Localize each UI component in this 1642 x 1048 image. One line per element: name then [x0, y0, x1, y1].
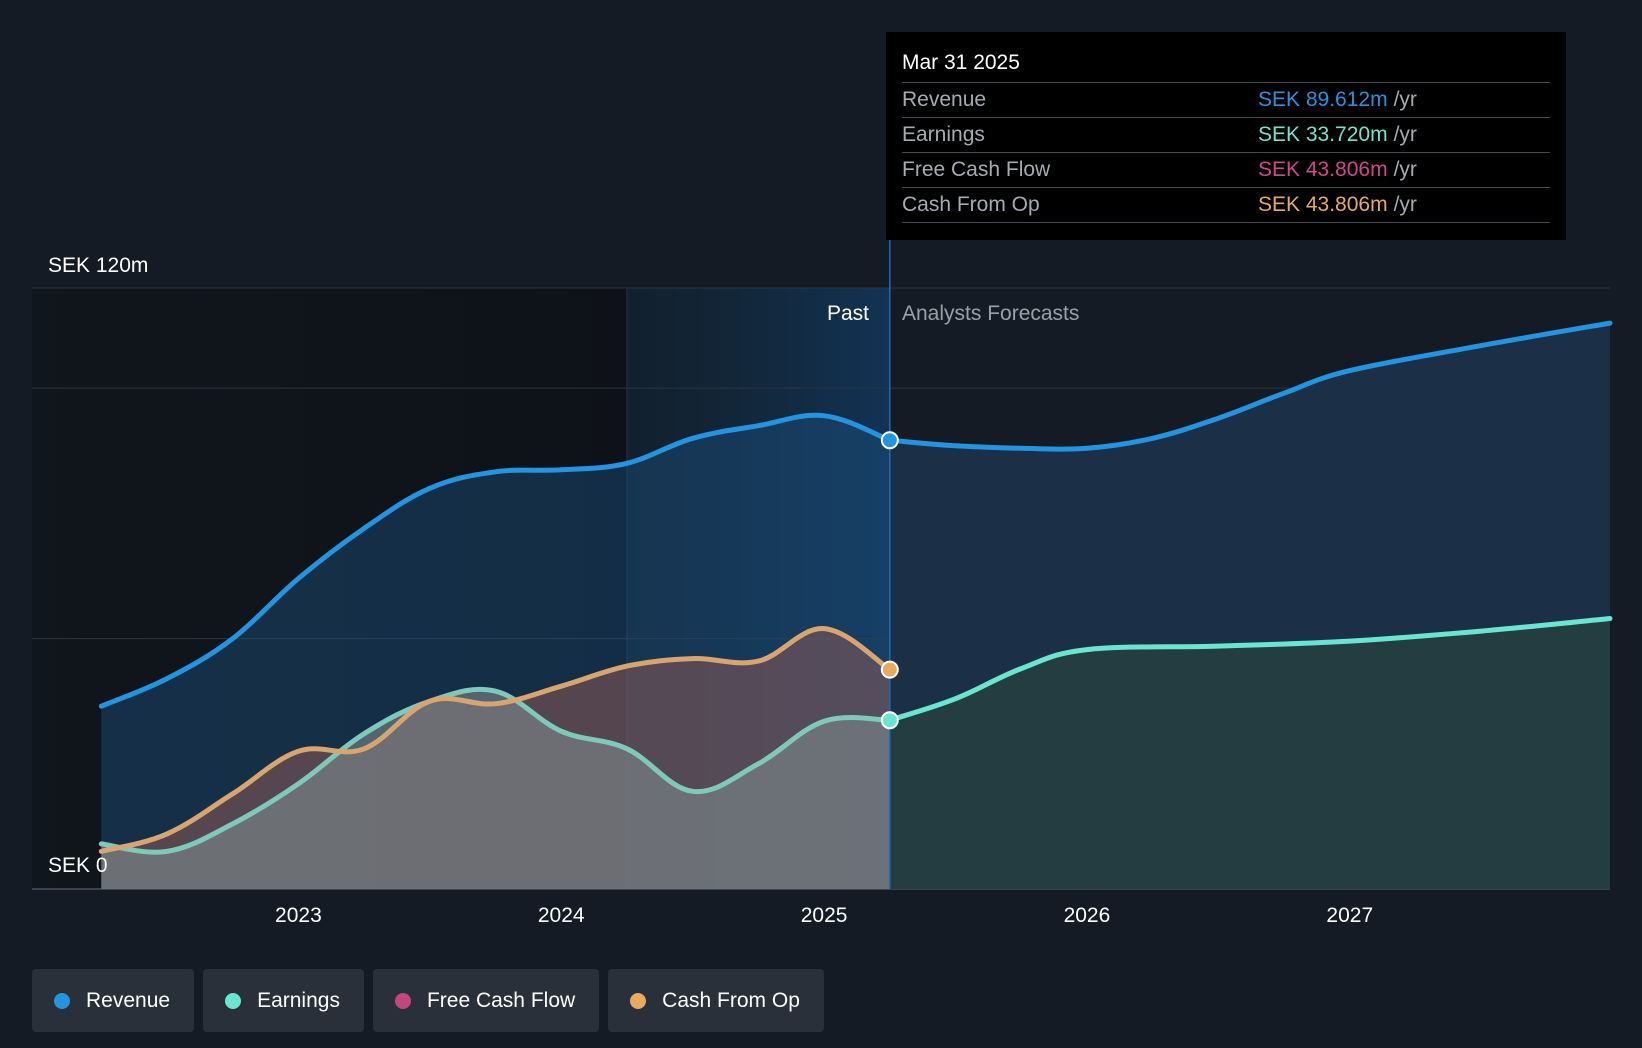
legend-label: Free Cash Flow — [426, 988, 576, 1012]
x-tick-label: 2023 — [275, 904, 322, 927]
legend-item-free-cash-flow[interactable]: Free Cash Flow — [372, 969, 600, 1032]
tooltip-row-value: SEK 89.612m — [1258, 88, 1388, 111]
revenue-past-line — [98, 412, 893, 709]
cash-from-op-line — [98, 626, 893, 854]
x-tick-label: 2027 — [1326, 904, 1373, 927]
tooltip-row-free-cash-flow: Free Cash Flow SEK 43.806m /yr — [902, 153, 1550, 188]
tooltip-row-earnings: Earnings SEK 33.720m /yr — [902, 118, 1550, 153]
y-axis-bottom-label: SEK 0 — [48, 854, 108, 877]
tooltip-row-unit: /yr — [1393, 123, 1417, 146]
tooltip-row-label: Free Cash Flow — [902, 158, 1051, 181]
revenue-forecast-line — [887, 320, 1613, 452]
cash-from-op-marker — [880, 660, 899, 679]
tooltip-row-unit: /yr — [1393, 193, 1417, 216]
past-label: Past — [827, 302, 869, 325]
earnings-forecast-area — [889, 618, 1610, 889]
forecast-label: Analysts Forecasts — [902, 302, 1079, 325]
legend-label: Revenue — [86, 988, 171, 1012]
tooltip-row-value: SEK 43.806m — [1258, 158, 1388, 181]
tooltip: Mar 31 2025 Revenue SEK 89.612m /yr Earn… — [886, 32, 1566, 240]
tooltip-row-value: SEK 43.806m — [1258, 193, 1388, 216]
legend-item-revenue[interactable]: Revenue — [32, 969, 195, 1032]
y-axis-top-label: SEK 120m — [48, 254, 148, 277]
tooltip-row-unit: /yr — [1393, 158, 1417, 181]
legend-dot-icon — [630, 992, 647, 1009]
earnings-marker — [880, 711, 899, 730]
tooltip-row-value: SEK 33.720m — [1258, 123, 1388, 146]
legend-dot-icon — [225, 992, 242, 1009]
legend-item-earnings[interactable]: Earnings — [203, 969, 364, 1032]
x-tick-label: 2024 — [538, 904, 585, 927]
earnings-forecast-line — [887, 616, 1613, 723]
tooltip-date: Mar 31 2025 — [902, 44, 1550, 83]
tooltip-row-label: Cash From Op — [902, 193, 1040, 216]
earnings-past-line — [98, 686, 893, 855]
tooltip-row-cash-from-op: Cash From Op SEK 43.806m /yr — [902, 188, 1550, 223]
x-tick-label: 2026 — [1064, 904, 1111, 927]
legend-item-cash-from-op[interactable]: Cash From Op — [608, 969, 824, 1032]
earnings-past-area — [101, 689, 890, 889]
tooltip-row-revenue: Revenue SEK 89.612m /yr — [902, 83, 1550, 118]
legend: Revenue Earnings Free Cash Flow Cash Fro… — [32, 969, 824, 1032]
tooltip-row-label: Earnings — [902, 123, 985, 146]
legend-dot-icon — [54, 992, 70, 1009]
x-tick-label: 2025 — [801, 904, 848, 927]
legend-label: Cash From Op — [662, 988, 800, 1012]
legend-label: Earnings — [257, 988, 340, 1012]
revenue-marker — [880, 431, 899, 450]
tooltip-row-label: Revenue — [902, 88, 987, 111]
tooltip-row-unit: /yr — [1393, 88, 1417, 111]
legend-dot-icon — [394, 992, 411, 1009]
